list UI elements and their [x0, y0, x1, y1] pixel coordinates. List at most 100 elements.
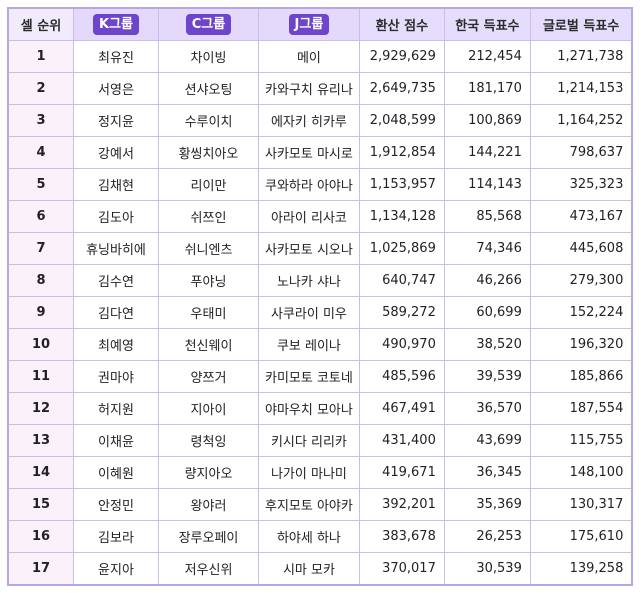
table-row: 14 이혜원 량지아오 나가이 마나미 419,671 36,345 148,100 — [7, 456, 633, 489]
global-votes-cell: 279,300 — [529, 264, 633, 297]
korea-votes-cell: 85,568 — [443, 200, 531, 233]
j-group-member-cell: 메이 — [258, 40, 360, 73]
table-row: 7 휴닝바히에 쉬니엔츠 사카모토 시오나 1,025,869 74,346 445,608 — [7, 232, 633, 265]
k-group-member-cell: 강예서 — [73, 136, 159, 169]
table-header-row: 셀 순위 K그룹 C그룹 J그룹 환산 점수 한국 득표수 글로벌 득표수 — [7, 7, 633, 41]
c-group-member-cell: 푸야닝 — [158, 264, 259, 297]
rank-cell: 13 — [7, 424, 74, 457]
j-group-member-cell: 노나카 샤나 — [258, 264, 360, 297]
c-group-member-cell: 천신웨이 — [158, 328, 259, 361]
j-group-member-cell: 사쿠라이 미우 — [258, 296, 360, 329]
k-group-member-cell: 권마야 — [73, 360, 159, 393]
global-votes-cell: 115,755 — [529, 424, 633, 457]
header-korea-votes: 한국 득표수 — [443, 7, 531, 41]
k-group-badge: K그룹 — [93, 14, 139, 35]
converted-score-cell: 419,671 — [358, 456, 445, 489]
converted-score-cell: 2,048,599 — [358, 104, 445, 137]
table-row: 4 강예서 황씽치아오 사카모토 마시로 1,912,854 144,221 798,637 — [7, 136, 633, 169]
global-votes-cell: 1,271,738 — [529, 40, 633, 73]
c-group-member-cell: 장루오페이 — [158, 520, 259, 553]
converted-score-cell: 431,400 — [358, 424, 445, 457]
rank-cell: 12 — [7, 392, 74, 425]
j-group-member-cell: 야마우치 모아나 — [258, 392, 360, 425]
korea-votes-cell: 60,699 — [443, 296, 531, 329]
k-group-member-cell: 이혜원 — [73, 456, 159, 489]
table-row: 16 김보라 장루오페이 하야세 하나 383,678 26,253 175,610 — [7, 520, 633, 553]
global-votes-cell: 148,100 — [529, 456, 633, 489]
converted-score-cell: 383,678 — [358, 520, 445, 553]
korea-votes-cell: 39,539 — [443, 360, 531, 393]
rank-cell: 6 — [7, 200, 74, 233]
k-group-member-cell: 휴닝바히에 — [73, 232, 159, 265]
j-group-member-cell: 나가이 마나미 — [258, 456, 360, 489]
korea-votes-cell: 26,253 — [443, 520, 531, 553]
converted-score-cell: 485,596 — [358, 360, 445, 393]
rank-cell: 3 — [7, 104, 74, 137]
korea-votes-cell: 46,266 — [443, 264, 531, 297]
rank-cell: 2 — [7, 72, 74, 105]
converted-score-cell: 1,134,128 — [358, 200, 445, 233]
global-votes-cell: 185,866 — [529, 360, 633, 393]
k-group-member-cell: 김수연 — [73, 264, 159, 297]
rank-cell: 8 — [7, 264, 74, 297]
global-votes-cell: 473,167 — [529, 200, 633, 233]
c-group-member-cell: 저우신위 — [158, 552, 259, 586]
j-group-member-cell: 키시다 리리카 — [258, 424, 360, 457]
converted-score-cell: 392,201 — [358, 488, 445, 521]
global-votes-cell: 1,164,252 — [529, 104, 633, 137]
converted-score-cell: 589,272 — [358, 296, 445, 329]
global-votes-cell: 445,608 — [529, 232, 633, 265]
j-group-member-cell: 쿠와하라 아야나 — [258, 168, 360, 201]
c-group-badge: C그룹 — [185, 14, 232, 35]
rank-cell: 9 — [7, 296, 74, 329]
table-row: 3 정지윤 수루이치 에자키 히카루 2,048,599 100,869 1,164,252 — [7, 104, 633, 137]
converted-score-cell: 490,970 — [358, 328, 445, 361]
global-votes-cell: 152,224 — [529, 296, 633, 329]
korea-votes-cell: 144,221 — [443, 136, 531, 169]
c-group-member-cell: 수루이치 — [158, 104, 259, 137]
k-group-member-cell: 이채윤 — [73, 424, 159, 457]
j-group-member-cell: 카와구치 유리나 — [258, 72, 360, 105]
c-group-member-cell: 쉬니엔츠 — [158, 232, 259, 265]
converted-score-cell: 467,491 — [358, 392, 445, 425]
rank-cell: 11 — [7, 360, 74, 393]
korea-votes-cell: 212,454 — [443, 40, 531, 73]
rank-cell: 1 — [7, 40, 74, 73]
converted-score-cell: 2,649,735 — [358, 72, 445, 105]
rank-cell: 10 — [7, 328, 74, 361]
c-group-member-cell: 령척잉 — [158, 424, 259, 457]
table-row: 6 김도아 쉬쯔인 아라이 리사코 1,134,128 85,568 473,167 — [7, 200, 633, 233]
global-votes-cell: 325,323 — [529, 168, 633, 201]
korea-votes-cell: 36,345 — [443, 456, 531, 489]
header-k-group: K그룹 — [73, 7, 159, 41]
k-group-member-cell: 김도아 — [73, 200, 159, 233]
converted-score-cell: 2,929,629 — [358, 40, 445, 73]
rank-cell: 7 — [7, 232, 74, 265]
global-votes-cell: 196,320 — [529, 328, 633, 361]
table-row: 8 김수연 푸야닝 노나카 샤나 640,747 46,266 279,300 — [7, 264, 633, 297]
global-votes-cell: 187,554 — [529, 392, 633, 425]
global-votes-cell: 139,258 — [529, 552, 633, 586]
j-group-member-cell: 사카모토 시오나 — [258, 232, 360, 265]
table-row: 9 김다연 우태미 사쿠라이 미우 589,272 60,699 152,224 — [7, 296, 633, 329]
k-group-member-cell: 김다연 — [73, 296, 159, 329]
table-row: 17 윤지아 저우신위 시마 모카 370,017 30,539 139,258 — [7, 552, 633, 586]
table-row: 15 안정민 왕야러 후지모토 아야카 392,201 35,369 130,317 — [7, 488, 633, 521]
j-group-member-cell: 하야세 하나 — [258, 520, 360, 553]
k-group-member-cell: 안정민 — [73, 488, 159, 521]
c-group-member-cell: 지아이 — [158, 392, 259, 425]
table-row: 10 최예영 천신웨이 쿠보 레이나 490,970 38,520 196,320 — [7, 328, 633, 361]
j-group-member-cell: 에자키 히카루 — [258, 104, 360, 137]
header-j-group: J그룹 — [258, 7, 360, 41]
j-group-member-cell: 사카모토 마시로 — [258, 136, 360, 169]
j-group-member-cell: 후지모토 아야카 — [258, 488, 360, 521]
c-group-member-cell: 량지아오 — [158, 456, 259, 489]
korea-votes-cell: 43,699 — [443, 424, 531, 457]
converted-score-cell: 1,912,854 — [358, 136, 445, 169]
rank-cell: 14 — [7, 456, 74, 489]
table-row: 12 허지원 지아이 야마우치 모아나 467,491 36,570 187,554 — [7, 392, 633, 425]
korea-votes-cell: 181,170 — [443, 72, 531, 105]
global-votes-cell: 798,637 — [529, 136, 633, 169]
k-group-member-cell: 김보라 — [73, 520, 159, 553]
